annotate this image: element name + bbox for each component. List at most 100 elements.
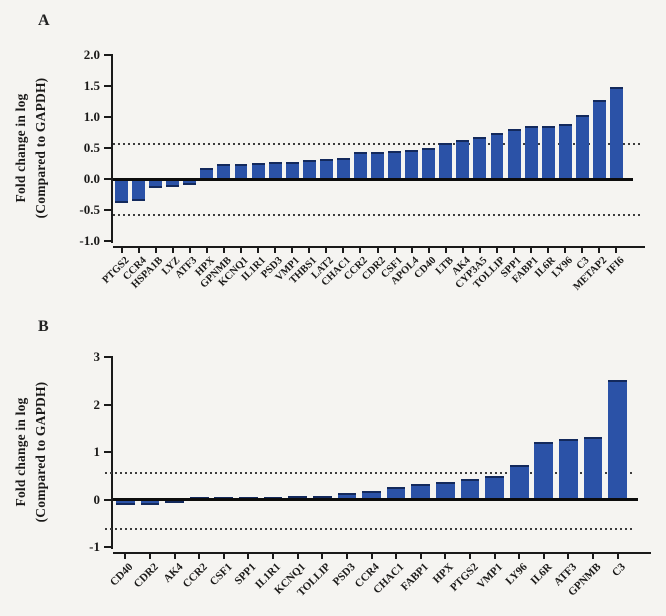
x-axis-label: AK4 xyxy=(160,561,186,586)
panel-a-plot: 2.0 1.5 1.0 0.5 0.0 -0.5 -1.0 PTGS2 CCR4 HSPA1B LY… xyxy=(79,47,646,293)
bar xyxy=(439,143,453,179)
x-axis-label: PSD3 xyxy=(259,255,285,281)
bar xyxy=(456,139,470,179)
x-axis-tick xyxy=(444,554,447,559)
x-axis-label: C3 xyxy=(575,255,593,272)
x-axis-label: HPX xyxy=(430,561,456,586)
bar xyxy=(312,495,332,500)
x-axis-tick xyxy=(173,554,176,559)
y-axis-tick xyxy=(104,147,113,149)
panel-b-letter: B xyxy=(38,318,49,335)
bar xyxy=(239,497,258,500)
x-axis-tick xyxy=(325,248,328,253)
bar xyxy=(183,179,197,185)
x-axis-label: CHAC1 xyxy=(371,561,407,597)
x-axis-tick xyxy=(222,554,225,559)
x-axis-label: IL1R1 xyxy=(239,255,268,284)
bar xyxy=(353,152,367,179)
x-axis-tick xyxy=(410,248,413,253)
bar xyxy=(371,151,385,179)
x-axis-tick xyxy=(598,248,601,253)
x-axis-tick xyxy=(148,554,151,559)
x-axis-label: LTB xyxy=(433,255,456,277)
bar xyxy=(200,168,214,179)
bar xyxy=(524,126,538,179)
x-axis-label: TOLLIP xyxy=(294,561,333,599)
x-axis-tick xyxy=(395,554,398,559)
bar xyxy=(132,179,146,201)
x-axis-line xyxy=(113,246,646,248)
bar xyxy=(609,87,623,179)
y-axis-title-line2: (Compared to GAPDH) xyxy=(33,381,48,523)
x-axis-label: IFI6 xyxy=(604,255,627,277)
x-axis-band: CD40 CDR2 AK4 CCR2 CSF1 SPP1 IL1R1 KCNQ1 TOLLIP P… xyxy=(108,547,651,616)
x-axis-tick xyxy=(615,248,618,253)
x-axis-tick xyxy=(427,248,430,253)
x-axis-label: APOL4 xyxy=(389,255,422,288)
x-axis-label: CCR4 xyxy=(352,561,382,591)
panel-b-plot: 3 2 1 0 -1 CD40 CDR2 AK4 CCR2 CSF1 SPP1 IL1R1 KCNQ1 T… xyxy=(89,349,651,599)
x-axis-tick xyxy=(188,248,191,253)
bar xyxy=(302,159,316,179)
x-axis-label: CD40 xyxy=(108,561,136,589)
x-axis-tick xyxy=(496,248,498,253)
x-axis-label: ATF3 xyxy=(551,561,579,589)
x-axis-label: CDR2 xyxy=(359,255,388,283)
bar xyxy=(115,179,129,203)
x-axis-label: SPP1 xyxy=(232,561,259,588)
x-axis-label: PTGS2 xyxy=(100,255,132,286)
y-axis-tick xyxy=(104,240,113,242)
x-axis-tick xyxy=(274,248,277,253)
bar xyxy=(460,478,480,500)
bar xyxy=(149,179,163,189)
bar xyxy=(217,164,231,179)
bar xyxy=(268,162,282,179)
x-axis-tick xyxy=(376,248,379,253)
bar xyxy=(140,499,160,505)
x-axis-label: CDR2 xyxy=(131,561,161,591)
x-axis-label: IL6R xyxy=(533,255,558,280)
x-axis-tick xyxy=(493,554,496,559)
bar xyxy=(558,123,572,179)
x-axis-tick xyxy=(547,248,550,253)
x-axis-tick xyxy=(272,554,275,559)
x-axis-label: KCNQ1 xyxy=(217,255,251,289)
x-axis-label: LAT2 xyxy=(309,255,337,282)
x-axis-tick xyxy=(461,248,464,253)
y-axis-tick-label: 0.0 xyxy=(83,171,100,186)
bar xyxy=(541,125,555,179)
x-axis-label: PTGS2 xyxy=(447,561,481,594)
bar xyxy=(507,129,521,179)
y-axis-title-line2: (Compared to GAPDH) xyxy=(33,77,48,219)
x-axis-label: CCR2 xyxy=(342,255,371,283)
x-axis-tick xyxy=(592,554,595,559)
bar xyxy=(592,100,606,179)
y-axis-tick-label: -0.5 xyxy=(79,202,100,217)
bar xyxy=(285,161,299,179)
bar xyxy=(436,482,455,500)
x-axis-label: SPP1 xyxy=(499,255,524,280)
x-axis-tick xyxy=(345,554,348,559)
zero-baseline xyxy=(113,498,638,501)
y-axis-tick xyxy=(104,85,113,87)
x-axis-label: LY96 xyxy=(503,561,530,588)
bar xyxy=(388,151,402,179)
x-axis-tick xyxy=(342,248,345,253)
x-axis-label: CCR2 xyxy=(180,561,210,591)
x-axis-label: GPNMB xyxy=(198,255,234,291)
x-axis-label: FABP1 xyxy=(510,255,541,286)
bar xyxy=(319,159,333,179)
y-axis-tick xyxy=(104,498,113,501)
x-axis-label: VMP1 xyxy=(474,561,506,592)
x-axis-tick xyxy=(419,554,422,559)
x-axis-tick xyxy=(308,248,311,253)
bar xyxy=(214,497,234,500)
y-axis-line xyxy=(111,55,113,243)
bar xyxy=(288,496,307,500)
x-axis-label: CHAC1 xyxy=(319,255,354,289)
x-axis-tick xyxy=(296,554,299,559)
bar xyxy=(422,148,436,179)
x-axis-tick xyxy=(564,248,567,253)
y-axis-tick xyxy=(104,116,113,118)
